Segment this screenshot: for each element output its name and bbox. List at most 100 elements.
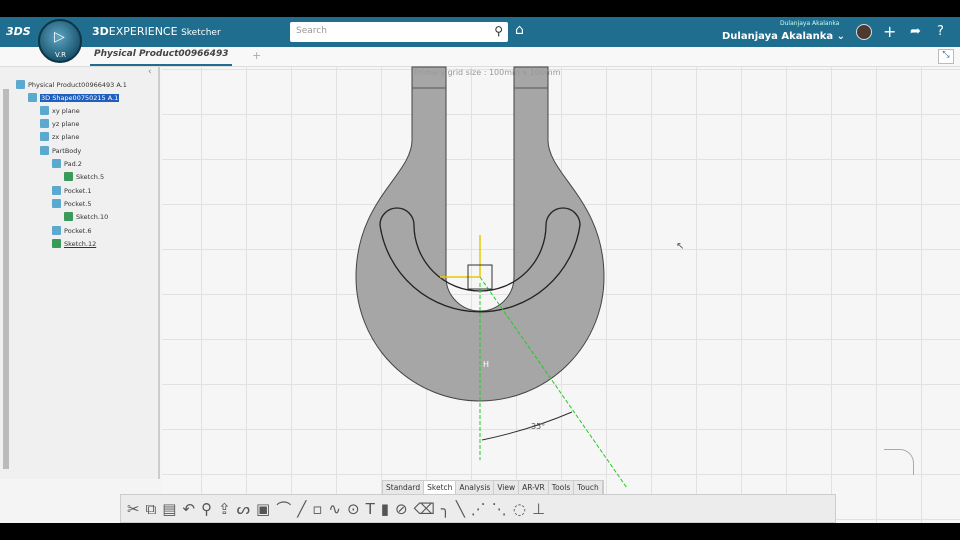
app-title: 3DEXPERIENCE Sketcher [92,25,221,38]
tree-item[interactable]: Physical Product00966493 A.1 [16,80,127,89]
shape-icon [28,93,37,102]
undo-icon[interactable]: ↶ [182,499,196,518]
point-icon[interactable]: ▫ [312,499,323,518]
tree-item[interactable]: Sketch.10 [64,212,108,221]
action-bar: ✂ ⧉ ▤ ↶ ⚲ ⇪ ᔕ ▣ ⌒ ╱ ▫ ∿ ⊙ T ▮ ⊘ ⌫ ╮ ╲ ⋰ ⋱ ◌ ⊥ [120,494,836,523]
hook-profile[interactable] [355,66,605,402]
tree-item[interactable]: Sketch.5 [64,172,104,181]
horizontal-constraint-label[interactable]: H [483,360,489,369]
new-tab-button[interactable]: + [252,49,262,62]
tree-item[interactable]: 3D Shape00750215 A.1 [28,93,120,102]
product-icon [16,80,25,89]
share-icon[interactable]: ➦ [910,24,921,39]
avatar[interactable] [856,24,872,40]
tree-item-label: Pocket.5 [64,199,92,208]
user-small-label: Dulanjaya Akalanka [780,20,840,27]
add-icon[interactable]: + [883,22,897,41]
project-icon[interactable]: ◌ [512,499,526,518]
tab-bar: Physical Product00966493 + ⤡ [0,47,960,67]
construction-line-angled[interactable] [479,276,628,489]
workbench-tab-analysis[interactable]: Analysis [456,481,495,494]
compass-version: V.R [55,51,66,59]
tree-item[interactable]: PartBody [40,146,81,155]
profile-icon[interactable]: ᔕ [236,499,251,518]
corner-icon[interactable]: ╮ [440,499,450,518]
tag-icon[interactable]: ⌂ [515,22,524,38]
specification-tree: ‹ Physical Product00966493 A.1 3D Shape00… [0,67,160,479]
spline-icon[interactable]: ∿ [328,499,341,518]
compass-widget[interactable]: ▷ V.R [38,19,82,63]
search-icon[interactable]: ⚲ [494,24,503,38]
workbench-tab-tools[interactable]: Tools [549,481,575,494]
view-icon[interactable]: ⚲ [201,499,213,518]
tree-item-label: xy plane [52,106,80,115]
clip-icon[interactable]: ⊘ [395,499,408,518]
tree-item-label: Sketch.12 [64,239,97,248]
tree-item[interactable]: Pad.2 [52,159,82,168]
tab-physical-product[interactable]: Physical Product00966493 [90,49,233,66]
tree-item[interactable]: Pocket.5 [52,199,92,208]
workbench-tab-touch[interactable]: Touch [574,481,603,494]
export-icon[interactable]: ⇪ [218,499,231,518]
line-icon[interactable]: ╱ [297,499,307,518]
constraint-icon[interactable]: ▮ [380,499,390,518]
workbench-tabs: Standard Sketch Analysis View AR-VR Tools Touc… [382,480,604,495]
symmetry-icon[interactable]: ⋱ [491,499,507,518]
workbench-tab-ar-vr[interactable]: AR-VR [519,481,549,494]
copy-icon[interactable]: ⧉ [145,499,157,518]
angle-dimension-arc[interactable] [481,411,573,441]
text-icon[interactable]: T [365,499,375,518]
tree-item-label: Sketch.5 [76,172,105,181]
pocket-icon [52,226,61,235]
user-menu[interactable]: Dulanjaya Akalanka ⌄ [722,31,846,42]
collapse-tree-button[interactable]: ‹ [148,67,152,77]
workbench-tab-sketch[interactable]: Sketch [424,481,457,494]
sketch-icon [64,172,73,181]
tree-item[interactable]: Pocket.1 [52,186,92,195]
body-icon [40,146,49,155]
mouse-cursor-icon: ↖ [676,241,685,252]
tree-item[interactable]: zx plane [40,132,79,141]
play-icon: ▷ [54,29,65,45]
angle-dimension-label[interactable]: 35° [531,422,545,431]
arc-icon[interactable]: ⌒ [276,500,292,518]
tree-item-label: Pocket.6 [64,226,92,235]
tree-item[interactable]: xy plane [40,106,80,115]
tree-item-label: zx plane [52,132,80,141]
tree-scrollbar[interactable] [3,89,9,469]
axis-glyph-icon [884,449,914,475]
pocket-icon [52,186,61,195]
sketch-drawing: H 35° [355,66,628,489]
chamfer-icon[interactable]: ╲ [455,499,465,518]
tree-item-label: Pad.2 [64,159,82,168]
origin-box[interactable] [467,264,493,290]
tree-item[interactable]: Sketch.12 [52,239,96,248]
cut-icon[interactable]: ✂ [127,499,140,518]
tree-item-label: 3D Shape00750215 A.1 [40,93,120,102]
tree-item-label: Sketch.10 [76,212,109,221]
workbench-tab-view[interactable]: View [494,481,520,494]
sketch-icon [52,239,61,248]
minimize-icon[interactable]: ⤡ [938,49,954,64]
mirror-icon[interactable]: ⋰ [470,499,486,518]
paste-icon[interactable]: ▤ [162,499,177,518]
pocket-icon [52,199,61,208]
search-input[interactable]: Search ⚲ [290,22,508,42]
tree-item-label: PartBody [52,146,82,155]
axis-icon[interactable]: ⊥ [531,499,546,518]
groove-curve[interactable] [379,207,581,313]
help-icon[interactable]: ? [937,24,944,39]
top-bar: 3DS ▷ V.R 3DEXPERIENCE Sketcher Search ⚲ ⌂… [0,17,960,63]
app-window: 3DS ▷ V.R 3DEXPERIENCE Sketcher Search ⚲ ⌂… [0,17,960,523]
tree-item-label: Physical Product00966493 A.1 [28,80,127,89]
plane-icon [40,106,49,115]
sketch-icon [64,212,73,221]
tree-item[interactable]: yz plane [40,119,79,128]
grid-size-label: Primary grid size : 100mm x 100mm [414,68,561,77]
eraser-icon[interactable]: ⌫ [413,499,435,518]
rectangle-icon[interactable]: ▣ [256,499,271,518]
tree-item[interactable]: Pocket.6 [52,226,92,235]
workbench-tab-standard[interactable]: Standard [383,481,425,494]
oblong-icon[interactable]: ⊙ [347,499,360,518]
brand-logo[interactable]: 3DS [6,25,31,38]
